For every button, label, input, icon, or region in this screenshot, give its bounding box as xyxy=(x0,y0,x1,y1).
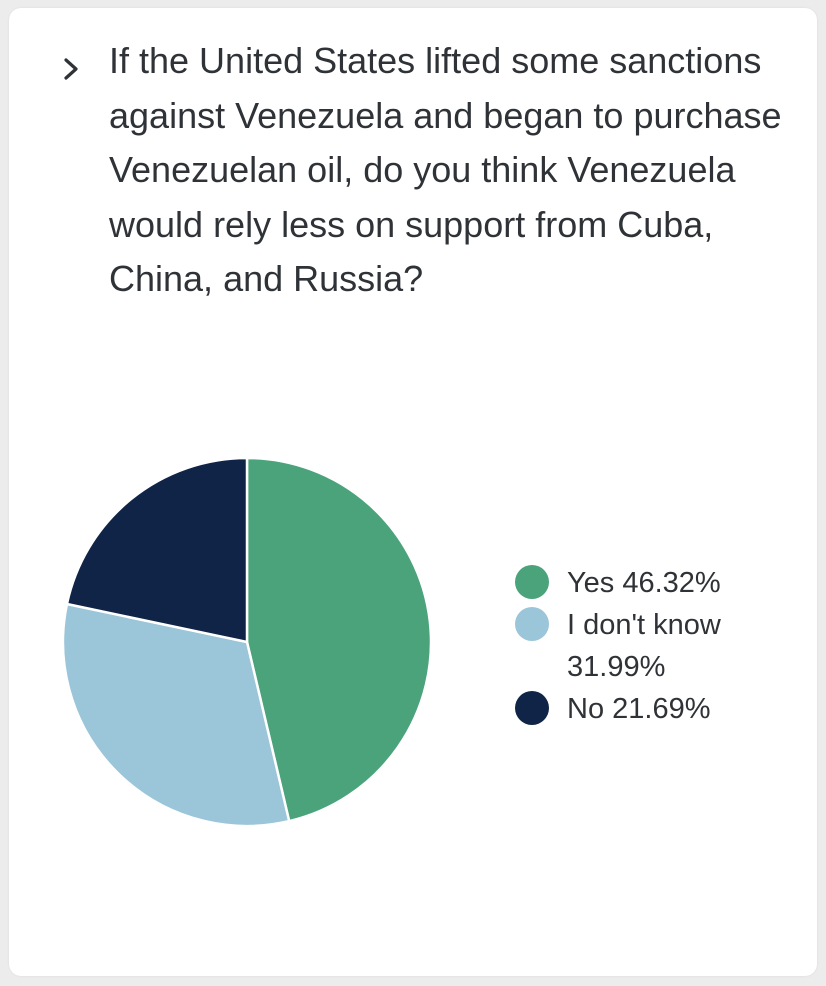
legend-label: I don't know 31.99% xyxy=(567,609,721,683)
legend-item: I don't know 31.99% xyxy=(515,604,805,688)
chart-legend: Yes 46.32% I don't know 31.99% No 21.69% xyxy=(515,562,805,730)
legend-swatch xyxy=(515,607,549,641)
pie-slice-i-don-t-know[interactable] xyxy=(61,602,291,828)
pie-slice-yes[interactable] xyxy=(245,456,433,823)
legend-label: No 21.69% xyxy=(567,693,711,725)
poll-card: If the United States lifted some sanctio… xyxy=(9,8,817,976)
legend-label: Yes 46.32% xyxy=(567,567,721,599)
legend-item: Yes 46.32% xyxy=(515,562,805,604)
pie-chart xyxy=(61,456,433,828)
question-text: If the United States lifted some sanctio… xyxy=(109,40,782,299)
legend-item: No 21.69% xyxy=(515,688,805,730)
legend-swatch xyxy=(515,691,549,725)
chevron-right-icon[interactable] xyxy=(61,56,83,82)
pie-slice-no[interactable] xyxy=(65,456,249,644)
legend-swatch xyxy=(515,565,549,599)
